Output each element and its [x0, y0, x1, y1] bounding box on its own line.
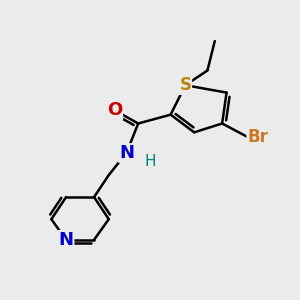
Text: O: O [107, 101, 122, 119]
Text: N: N [58, 231, 74, 249]
Text: S: S [179, 76, 191, 94]
Text: Br: Br [247, 128, 268, 146]
Text: N: N [119, 144, 134, 162]
Text: H: H [144, 154, 156, 169]
